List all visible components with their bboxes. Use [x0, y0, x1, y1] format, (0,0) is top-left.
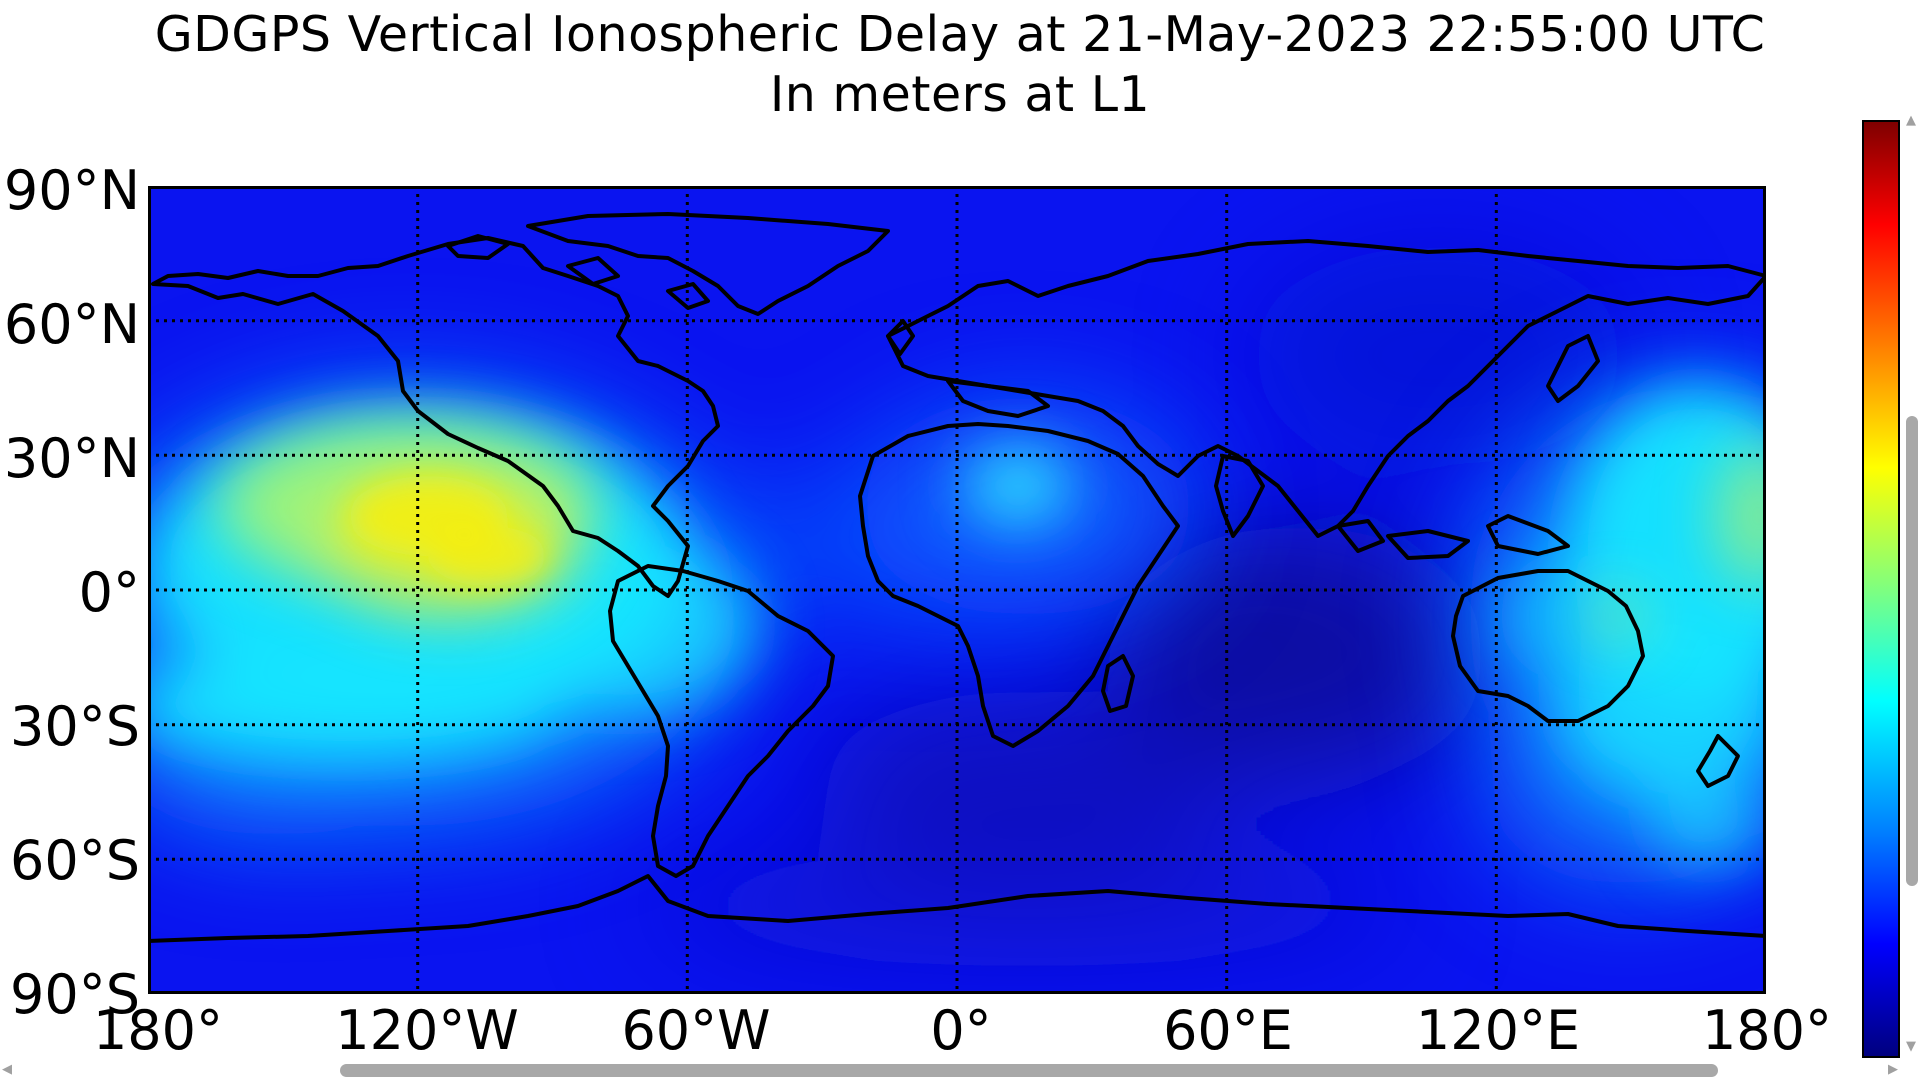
- x-tick-label: 120°E: [1415, 999, 1581, 1062]
- y-tick-label: 60°S: [10, 829, 140, 892]
- graticule: [148, 186, 1766, 994]
- y-tick-label: 30°S: [10, 695, 140, 758]
- vertical-scroll-thumb[interactable]: [1906, 416, 1918, 886]
- x-tick-label: 0°: [930, 999, 992, 1062]
- india-coast: [1214, 454, 1265, 538]
- africa-coast: [858, 422, 1180, 748]
- peak-core: [348, 476, 548, 586]
- plot-title: GDGPS Vertical Ionospheric Delay at 21-M…: [154, 6, 1766, 63]
- x-tick-label: 60°E: [1163, 999, 1293, 1062]
- madagascar-coast: [1101, 654, 1135, 713]
- eurasia-coast: [886, 239, 1766, 538]
- horizontal-scroll-thumb[interactable]: [340, 1064, 1718, 1077]
- scroll-up-arrow-icon[interactable]: ▲: [1906, 113, 1916, 128]
- plot-subtitle: In meters at L1: [769, 66, 1151, 123]
- y-tick-label: 60°N: [3, 293, 140, 356]
- coastlines: [148, 212, 1766, 943]
- scroll-down-arrow-icon[interactable]: ▼: [1906, 1039, 1916, 1054]
- australia-coast: [1451, 569, 1645, 723]
- scroll-left-arrow-icon[interactable]: ◀: [2, 1062, 12, 1077]
- mediterranean-coast: [946, 379, 1050, 418]
- scroll-right-arrow-icon[interactable]: ▶: [1888, 1062, 1898, 1077]
- south-america-coast: [608, 564, 835, 878]
- map-frame: [148, 186, 1766, 994]
- y-tick-label: 30°N: [3, 427, 140, 490]
- uk-coast: [886, 319, 915, 356]
- low-delay-regions: [648, 246, 1628, 966]
- y-tick-label: 0°: [78, 561, 140, 624]
- greenland-coast: [526, 212, 890, 316]
- y-tick-label: 90°N: [3, 159, 140, 222]
- x-tick-label: 180°: [92, 999, 224, 1062]
- y-tick-label: 90°S: [10, 963, 140, 1026]
- antarctica-coast: [148, 874, 1766, 943]
- ionosphere-map: [148, 186, 1766, 994]
- north-america-coast: [151, 236, 720, 598]
- indonesia-coast: [1336, 514, 1570, 560]
- arctic-islands: [446, 234, 710, 310]
- new-zealand-coast: [1696, 734, 1740, 788]
- x-tick-label: 120°W: [335, 999, 519, 1062]
- map-canvas: [148, 186, 1766, 994]
- x-tick-label: 60°W: [621, 999, 771, 1062]
- colorbar: [1862, 120, 1900, 1058]
- x-tick-label: 180°: [1701, 999, 1833, 1062]
- japan-coast: [1546, 334, 1600, 403]
